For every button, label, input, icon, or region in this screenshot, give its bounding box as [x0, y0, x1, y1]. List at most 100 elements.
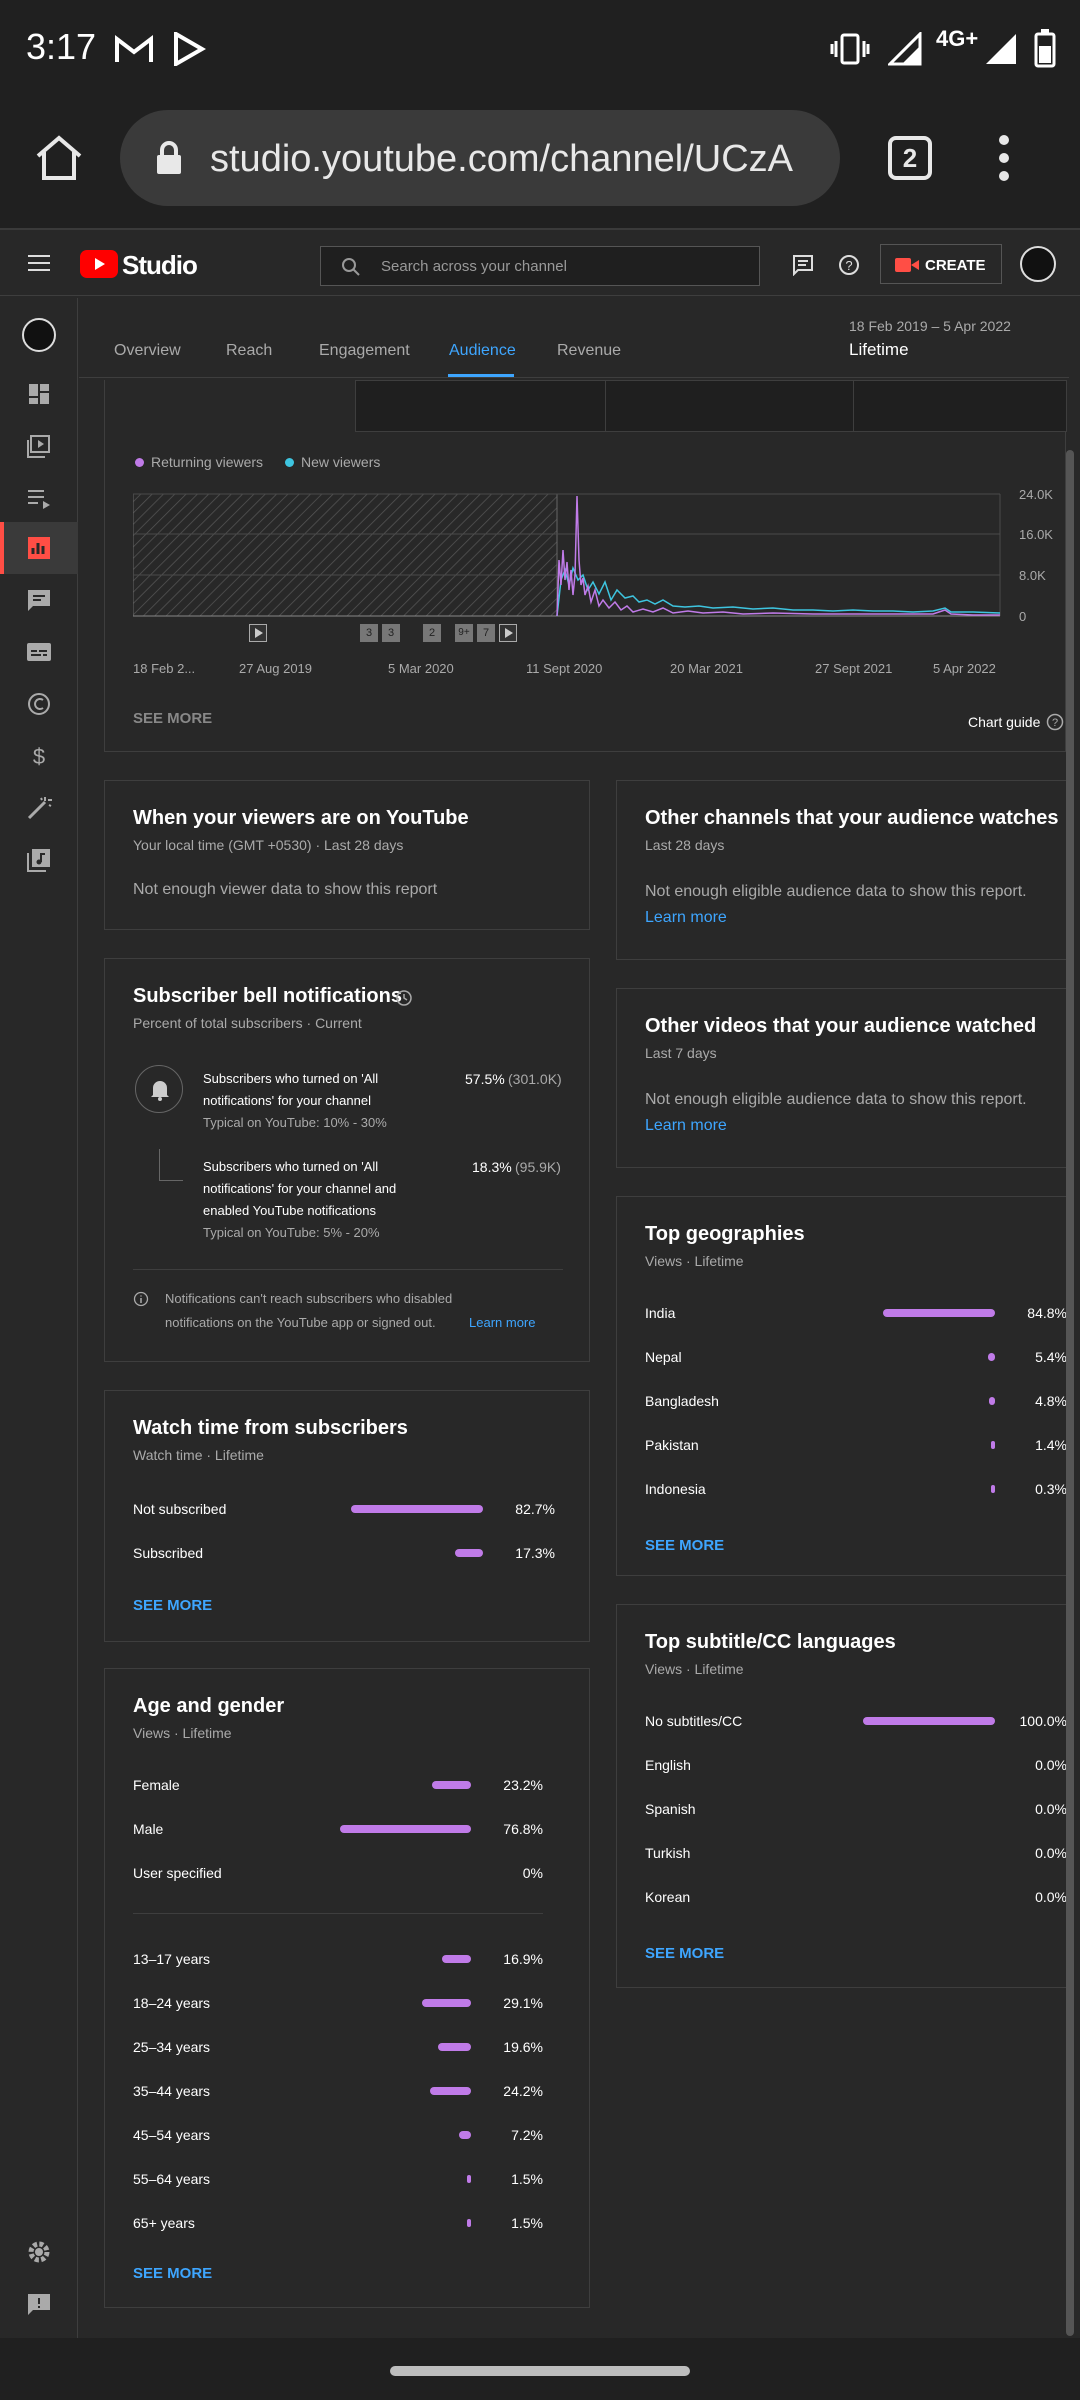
bell-row-pct: 18.3% — [472, 1159, 512, 1175]
other-channels-card: Other channels that your audience watche… — [616, 780, 1066, 960]
card-title: Top geographies — [645, 1223, 805, 1245]
subtitles-see-more-button[interactable]: SEE MORE — [645, 1945, 725, 1962]
learn-more-link[interactable]: Learn more — [645, 909, 727, 926]
video-publish-marker[interactable] — [499, 624, 517, 642]
tab-overview[interactable]: Overview — [114, 342, 181, 359]
home-gesture-handle[interactable] — [390, 2366, 690, 2376]
card-subtitle: Views · Lifetime — [133, 1725, 232, 1741]
geo-row-bar — [991, 1441, 995, 1449]
gender-row-value: 23.2% — [503, 1777, 543, 1793]
tab-revenue[interactable]: Revenue — [557, 342, 622, 359]
subtitles-icon[interactable] — [25, 638, 53, 666]
monetization-icon[interactable]: $ — [25, 742, 53, 770]
chart-guide-link[interactable]: Chart guide — [968, 714, 1041, 730]
settings-icon[interactable] — [25, 2238, 53, 2266]
bell-row-text: enabled YouTube notifications — [203, 1203, 376, 1218]
other-videos-card: Other videos that your audience watched … — [616, 988, 1066, 1168]
watch-time-subscribers-card: Watch time from subscribers Watch time ·… — [104, 1390, 590, 1642]
create-button[interactable]: CREATE — [880, 244, 1002, 284]
subtitle-row-label: Spanish — [645, 1801, 696, 1817]
search-placeholder: Search across your channel — [381, 258, 567, 275]
url-text: studio.youtube.com/channel/UCzA — [210, 138, 793, 180]
geographies-see-more-button[interactable]: SEE MORE — [645, 1537, 725, 1554]
menu-icon[interactable] — [28, 254, 50, 272]
card-title: Other channels that your audience watche… — [645, 807, 1059, 829]
comments-icon[interactable] — [25, 586, 53, 614]
age-row-label: 55–64 years — [133, 2171, 211, 2187]
geo-row-label: Indonesia — [645, 1481, 706, 1497]
bell-tree-connector — [159, 1149, 183, 1181]
watch-time-row-label: Subscribed — [133, 1545, 204, 1561]
bell-icon — [151, 1081, 169, 1101]
watch-time-row-value: 17.3% — [515, 1545, 555, 1561]
bell-note: Notifications can't reach subscribers wh… — [165, 1291, 453, 1306]
active-tab-indicator — [448, 374, 514, 377]
content-icon[interactable] — [25, 432, 53, 460]
geo-row-value: 1.4% — [1035, 1437, 1067, 1453]
chart-guide-help-icon[interactable]: ? — [1046, 713, 1064, 731]
studio-brand[interactable]: Studio — [122, 250, 198, 280]
vibrate-icon — [830, 33, 870, 65]
learn-more-link[interactable]: Learn more — [645, 1117, 727, 1134]
copyright-icon[interactable] — [25, 690, 53, 718]
empty-state-message: Not enough eligible audience data to sho… — [645, 883, 1027, 900]
card-title: When your viewers are on YouTube — [133, 807, 469, 829]
video-camera-icon — [895, 258, 919, 272]
bell-learn-more-link[interactable]: Learn more — [469, 1315, 536, 1330]
youtube-logo-icon[interactable] — [80, 250, 118, 278]
customization-icon[interactable] — [25, 794, 53, 822]
metric-tiles-strip — [355, 380, 1067, 432]
audio-library-icon[interactable] — [25, 846, 53, 874]
help-icon[interactable]: ? — [838, 254, 860, 276]
card-title: Subscriber bell notifications — [133, 985, 402, 1007]
video-publish-marker[interactable]: 7 — [477, 624, 495, 642]
age-row-bar — [437, 2043, 471, 2051]
video-publish-marker[interactable]: 3 — [382, 624, 400, 642]
subscriber-bell-card: Subscriber bell notifications Percent of… — [104, 958, 590, 1362]
no-data-region — [133, 493, 558, 617]
gender-row-label: Female — [133, 1777, 180, 1793]
geo-row-bar — [991, 1485, 995, 1493]
age-row-label: 65+ years — [133, 2215, 195, 2231]
watch-time-row-label: Not subscribed — [133, 1501, 227, 1517]
video-publish-marker[interactable]: 3 — [360, 624, 378, 642]
search-icon — [342, 258, 360, 276]
tab-engagement[interactable]: Engagement — [319, 342, 410, 359]
more-options-icon[interactable] — [996, 132, 1012, 184]
bell-row-typical: Typical on YouTube: 10% - 30% — [203, 1115, 387, 1130]
page-scrollbar[interactable] — [1066, 450, 1074, 2336]
tab-audience[interactable]: Audience — [449, 342, 516, 359]
address-bar[interactable]: studio.youtube.com/channel/UCzA — [120, 110, 840, 206]
video-publish-marker[interactable] — [249, 624, 267, 642]
dashboard-icon[interactable] — [25, 380, 53, 408]
analytics-icon[interactable] — [25, 534, 53, 562]
age-row-label: 18–24 years — [133, 1995, 211, 2011]
age-gender-see-more-button[interactable]: SEE MORE — [133, 2265, 213, 2282]
age-gender-card: Age and gender Views · Lifetime Female 23… — [104, 1668, 590, 2308]
card-subtitle: Last 28 days — [645, 837, 725, 853]
video-publish-marker[interactable]: 9+ — [455, 624, 473, 642]
tab-switcher-button[interactable]: 2 — [888, 136, 932, 180]
watch-time-see-more-button[interactable]: SEE MORE — [133, 1597, 213, 1614]
play-icon — [505, 628, 513, 638]
video-publish-marker[interactable]: 2 — [423, 624, 441, 642]
svg-text:$: $ — [33, 744, 45, 769]
feedback-comment-icon[interactable] — [792, 254, 814, 276]
bell-row-count: (95.9K) — [515, 1159, 561, 1175]
browser-toolbar: studio.youtube.com/channel/UCzA 2 — [0, 96, 1080, 230]
channel-avatar[interactable] — [22, 318, 56, 352]
account-avatar[interactable] — [1020, 246, 1056, 282]
info-clock-icon[interactable] — [395, 989, 413, 1007]
age-row-bar — [458, 2131, 471, 2139]
chart-see-more-button[interactable]: SEE MORE — [133, 710, 213, 727]
home-icon[interactable] — [34, 134, 84, 182]
bell-row-text: Subscribers who turned on 'All — [203, 1071, 379, 1086]
bell-row-pct: 57.5% — [465, 1071, 505, 1087]
search-input[interactable]: Search across your channel — [320, 246, 760, 286]
send-feedback-icon[interactable] — [25, 2290, 53, 2318]
tab-reach[interactable]: Reach — [226, 342, 273, 359]
playlists-icon[interactable] — [25, 484, 53, 512]
viewers-line-chart[interactable] — [133, 490, 1003, 640]
studio-header: Studio Search across your channel ? CREA… — [0, 232, 1080, 296]
age-row-bar — [429, 2087, 471, 2095]
